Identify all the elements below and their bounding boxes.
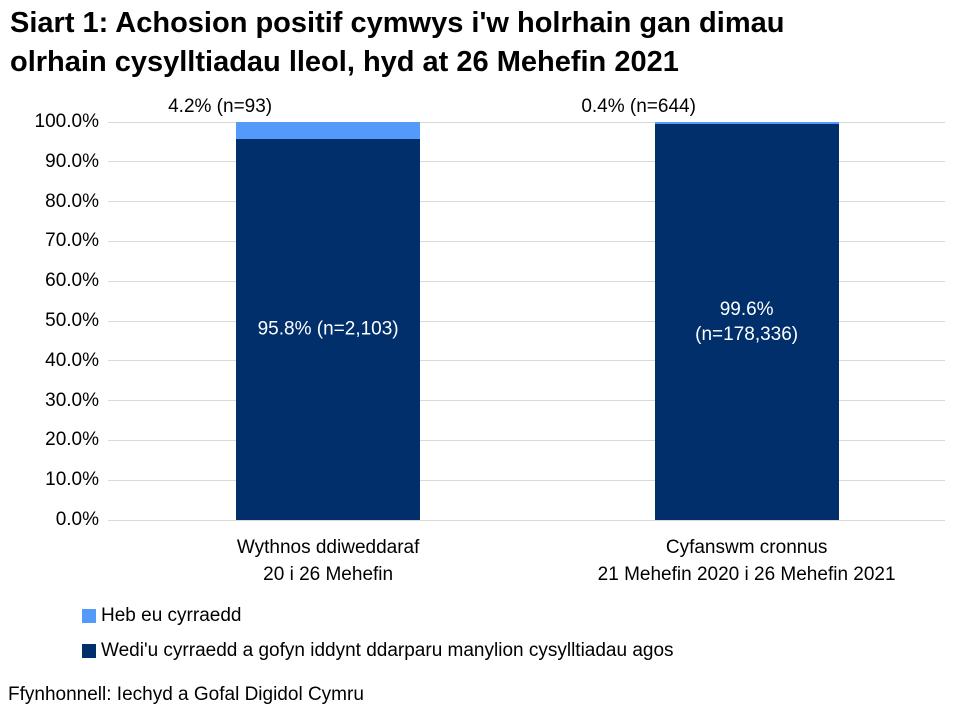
y-axis-tick-label: 20.0% — [45, 429, 99, 451]
legend-label: Heb eu cyrraedd — [101, 605, 242, 626]
bar-value-label: 95.8% (n=2,103) — [257, 318, 399, 340]
gridline — [108, 479, 945, 481]
gridline — [108, 121, 945, 123]
bar-segment-heb — [236, 122, 421, 139]
x-axis-category-label: Wythnos ddiweddaraf 20 i 26 Mehefin — [236, 537, 420, 585]
bar-value-label: 0.4% (n=644) — [581, 96, 696, 117]
bar-segment-heb — [654, 122, 839, 124]
y-axis-tick-label: 40.0% — [45, 349, 99, 371]
y-axis-tick-label: 50.0% — [45, 310, 99, 331]
bar-segment-wedi'u — [236, 138, 421, 520]
x-axis-category-label: Cyfanswm cronnus 21 Mehefin 2020 i 26 Me… — [597, 537, 896, 585]
legend-swatch-icon — [82, 609, 96, 623]
bar-1: 99.6% (n=178,336) — [654, 122, 839, 520]
gridline — [108, 439, 945, 441]
gridline — [108, 201, 945, 203]
legend-item: Heb eu cyrraedd — [82, 604, 674, 628]
gridline — [108, 240, 945, 242]
plot-area: 95.8% (n=2,103) 99.6% (n=178,336) — [108, 121, 945, 521]
legend-item: Wedi'u cyrraedd a gofyn iddynt ddarparu … — [82, 639, 674, 663]
source-note: Ffynhonnell: Iechyd a Gofal Digidol Cymr… — [8, 684, 364, 705]
legend-label: Wedi'u cyrraedd a gofyn iddynt ddarparu … — [101, 640, 674, 661]
gridline — [108, 320, 945, 322]
bar-value-label: 4.2% (n=93) — [168, 96, 273, 117]
y-axis-tick-label: 30.0% — [45, 389, 99, 411]
y-axis-tick-label: 100.0% — [34, 111, 99, 132]
bar-0: 95.8% (n=2,103) — [236, 122, 421, 520]
gridline — [108, 360, 945, 362]
bar-segment-wedi'u — [654, 123, 839, 520]
y-axis-tick-label: 10.0% — [45, 469, 99, 491]
bar-value-label: 99.6% (n=178,336) — [695, 298, 799, 345]
legend: Heb eu cyrraedd Wedi'u cyrraedd a gofyn i… — [82, 604, 674, 663]
gridline — [108, 519, 945, 521]
y-axis-tick-label: 90.0% — [45, 150, 99, 172]
y-axis-tick-label: 70.0% — [45, 230, 99, 252]
gridline — [108, 280, 945, 282]
chart-title: Siart 1: Achosion positif cymwys i'w hol… — [10, 7, 785, 78]
gridline — [108, 161, 945, 163]
y-axis-tick-label: 80.0% — [45, 190, 99, 212]
y-axis-tick-label: 0.0% — [55, 509, 99, 530]
y-axis-tick-label: 60.0% — [45, 270, 99, 292]
legend-swatch-icon — [82, 644, 96, 658]
gridline — [108, 400, 945, 402]
